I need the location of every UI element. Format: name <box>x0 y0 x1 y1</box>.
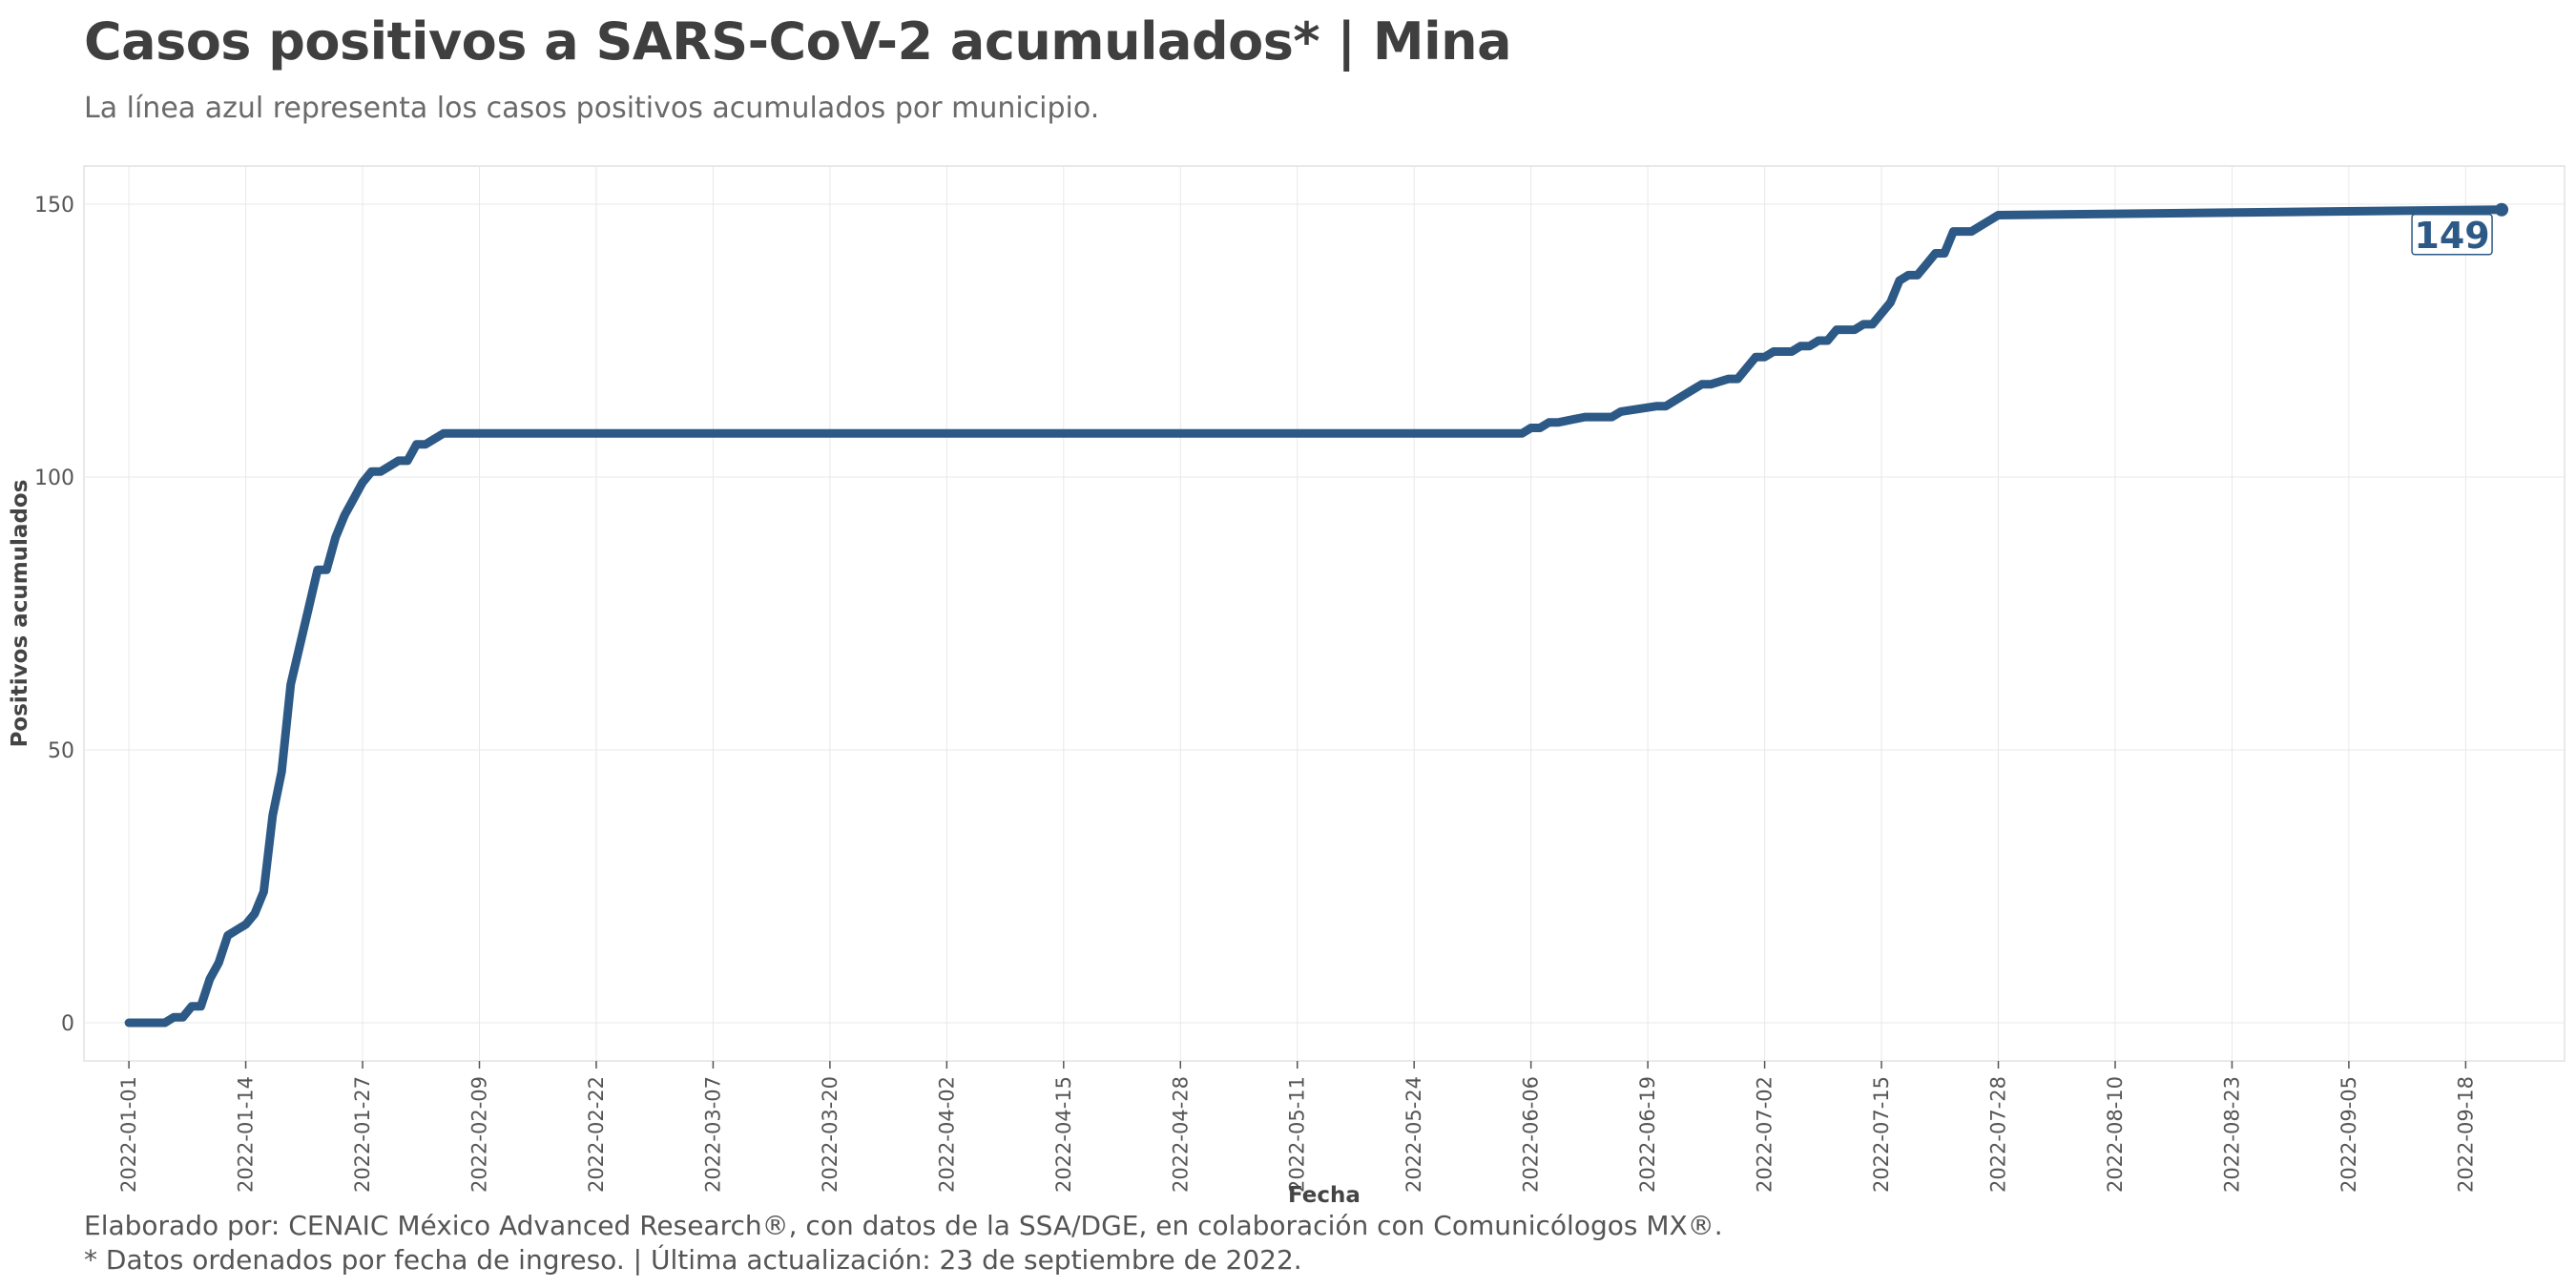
x-tick-label: 2022-03-20 <box>819 1076 841 1193</box>
x-tick-label: 2022-05-11 <box>1286 1076 1309 1193</box>
series-line <box>124 205 2506 1028</box>
x-tick-label: 2022-09-05 <box>2337 1076 2360 1193</box>
y-tick-label: 150 <box>34 194 74 218</box>
last-point-marker <box>2495 202 2509 217</box>
x-tick-label: 2022-04-28 <box>1169 1076 1192 1193</box>
x-tick-label: 2022-07-15 <box>1870 1076 1893 1193</box>
y-tick-label: 50 <box>48 739 74 763</box>
x-axis-title: Fecha <box>1288 1183 1361 1208</box>
x-tick-label: 2022-07-02 <box>1754 1076 1776 1193</box>
x-tick-label: 2022-05-24 <box>1402 1076 1425 1193</box>
caption-source: Elaborado por: CENAIC México Advanced Re… <box>84 1210 1723 1241</box>
x-tick-label: 2022-01-01 <box>117 1076 140 1193</box>
x-tick-label: 2022-08-23 <box>2220 1076 2243 1193</box>
caption-note: * Datos ordenados por fecha de ingreso. … <box>84 1244 1302 1276</box>
y-tick-label: 100 <box>34 467 74 490</box>
x-tick-label: 2022-02-22 <box>585 1076 608 1193</box>
x-tick-label: 2022-04-02 <box>935 1076 958 1193</box>
grid <box>84 166 2565 1069</box>
x-tick-label: 2022-06-19 <box>1636 1076 1659 1193</box>
x-tick-label: 2022-01-27 <box>351 1076 374 1193</box>
x-tick-label: 2022-01-14 <box>235 1076 258 1193</box>
chart-subtitle: La línea azul representa los casos posit… <box>84 92 1100 125</box>
series-layer <box>124 205 2506 1028</box>
chart-title: Casos positivos a SARS-CoV-2 acumulados*… <box>84 11 1512 72</box>
y-tick-labels: 0 50 100 150 <box>34 194 74 1036</box>
x-tick-label: 2022-09-18 <box>2454 1076 2477 1193</box>
y-axis-title: Positivos acumulados <box>8 480 32 748</box>
last-value-label: 149 <box>2414 215 2489 257</box>
end-label-group: 149 <box>2411 202 2509 257</box>
x-tick-label: 2022-04-15 <box>1052 1076 1075 1193</box>
x-tick-label: 2022-03-07 <box>701 1076 724 1193</box>
y-tick-label: 0 <box>61 1012 74 1036</box>
x-tick-label: 2022-02-09 <box>467 1076 490 1193</box>
x-tick-labels: 2022-01-01 2022-01-14 2022-01-27 2022-02-09… <box>117 1076 2477 1193</box>
x-tick-label: 2022-06-06 <box>1520 1076 1543 1193</box>
plot-area <box>83 165 2566 1062</box>
x-tick-label: 2022-07-28 <box>1987 1076 2010 1193</box>
last-value-box <box>2411 214 2493 256</box>
x-tick-label: 2022-08-10 <box>2104 1076 2127 1193</box>
